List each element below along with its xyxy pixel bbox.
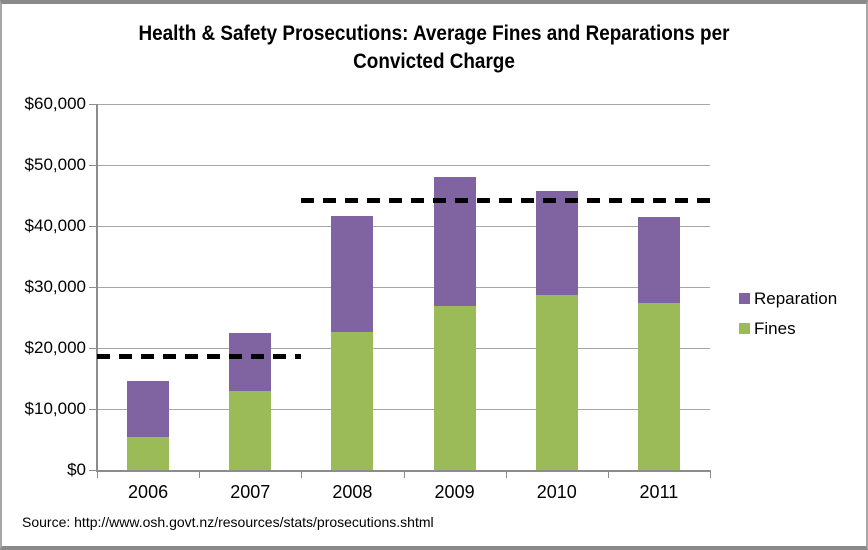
y-axis-label: $50,000 [24, 155, 86, 174]
y-axis-label: $20,000 [24, 338, 86, 357]
gridline [97, 165, 710, 166]
y-axis-tick [89, 409, 97, 410]
y-axis-label: $10,000 [24, 399, 86, 418]
chart-title-line-1: Health & Safety Prosecutions: Average Fi… [138, 22, 730, 45]
legend-item-fines: Fines [739, 320, 837, 337]
bar-segment-fines-2009 [433, 305, 476, 470]
bar-segment-reparation-2011 [637, 217, 680, 303]
y-axis-line [96, 104, 98, 472]
chart-title-line-2: Convicted Charge [353, 50, 515, 73]
x-axis-label: 2009 [434, 482, 475, 502]
x-axis-label: 2010 [536, 482, 577, 502]
gridline [97, 287, 710, 288]
y-axis-label: $0 [67, 460, 86, 479]
x-axis-label: 2008 [332, 482, 373, 502]
x-axis-line [96, 470, 711, 472]
plot-area: $0 $10,000 $20,000 $30,000 $40,000 $50,000 $60… [2, 4, 866, 546]
bar-segment-fines-2010 [535, 294, 578, 470]
x-axis-tick [710, 472, 711, 478]
bar-segment-fines-2011 [637, 302, 680, 470]
x-axis-label: 2011 [639, 482, 679, 502]
bar-segment-reparation-2007 [229, 332, 272, 391]
gridline [97, 409, 710, 410]
bar-segment-reparation-2008 [331, 215, 374, 333]
x-axis-label: 2007 [230, 482, 271, 502]
y-axis-label: $40,000 [24, 216, 86, 235]
fines-swatch-icon [739, 323, 750, 334]
bar-segment-fines-2006 [127, 437, 170, 470]
dashed-average-line-2 [301, 197, 710, 203]
gridline [97, 226, 710, 227]
legend: Reparation Fines [739, 290, 837, 350]
chart-title: Health & Safety Prosecutions: Average Fi… [45, 20, 823, 76]
y-axis-tick [89, 470, 97, 471]
gridline [97, 104, 710, 105]
y-axis-tick [89, 348, 97, 349]
bar-segment-reparation-2009 [433, 176, 476, 306]
y-axis-tick [89, 287, 97, 288]
gridline [97, 348, 710, 349]
bar-segment-reparation-2006 [127, 380, 170, 438]
x-axis-tick [403, 472, 405, 478]
x-axis-tick [607, 472, 609, 478]
legend-item-reparation: Reparation [739, 290, 837, 307]
y-axis-tick [89, 226, 97, 227]
source-note: Source: http://www.osh.govt.nz/resources… [22, 514, 434, 530]
legend-label-reparation: Reparation [754, 289, 838, 308]
x-axis-tick [505, 472, 507, 478]
bar-segment-fines-2008 [331, 332, 374, 470]
y-axis-tick [89, 104, 97, 105]
x-axis-label: 2006 [128, 482, 169, 502]
legend-label-fines: Fines [754, 319, 796, 338]
reparation-swatch-icon [739, 293, 750, 304]
x-axis-tick [199, 472, 201, 478]
y-axis-label: $60,000 [24, 94, 86, 113]
dashed-average-line-1 [97, 353, 302, 359]
x-axis-tick [97, 472, 98, 478]
bar-segment-reparation-2010 [535, 190, 578, 295]
y-axis-tick [89, 165, 97, 166]
y-axis-label: $30,000 [24, 277, 86, 296]
bar-segment-fines-2007 [229, 390, 272, 470]
x-axis-tick [301, 472, 303, 478]
